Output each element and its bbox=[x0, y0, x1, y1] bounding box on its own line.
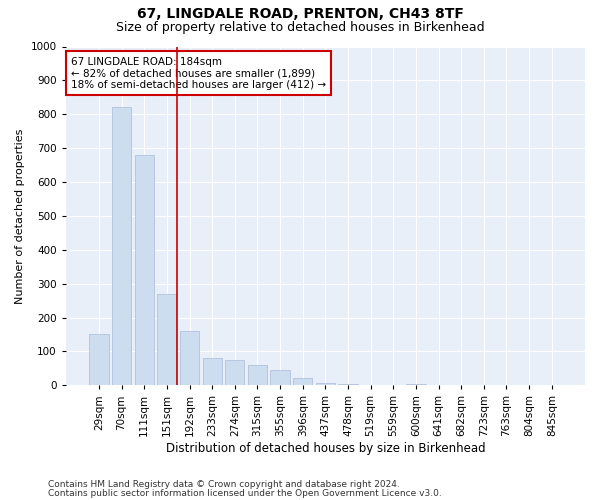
Bar bbox=[316, 382, 335, 386]
Bar bbox=[225, 360, 244, 386]
X-axis label: Distribution of detached houses by size in Birkenhead: Distribution of detached houses by size … bbox=[166, 442, 485, 455]
Text: 67, LINGDALE ROAD, PRENTON, CH43 8TF: 67, LINGDALE ROAD, PRENTON, CH43 8TF bbox=[137, 8, 463, 22]
Bar bbox=[338, 384, 358, 386]
Text: Contains HM Land Registry data © Crown copyright and database right 2024.: Contains HM Land Registry data © Crown c… bbox=[48, 480, 400, 489]
Y-axis label: Number of detached properties: Number of detached properties bbox=[15, 128, 25, 304]
Bar bbox=[203, 358, 222, 386]
Bar bbox=[293, 378, 313, 386]
Bar bbox=[271, 370, 290, 386]
Bar bbox=[112, 108, 131, 386]
Bar bbox=[406, 384, 425, 386]
Text: Contains public sector information licensed under the Open Government Licence v3: Contains public sector information licen… bbox=[48, 488, 442, 498]
Bar bbox=[248, 365, 267, 386]
Bar bbox=[89, 334, 109, 386]
Text: Size of property relative to detached houses in Birkenhead: Size of property relative to detached ho… bbox=[116, 21, 484, 34]
Bar bbox=[180, 331, 199, 386]
Bar bbox=[134, 155, 154, 386]
Text: 67 LINGDALE ROAD: 184sqm
← 82% of detached houses are smaller (1,899)
18% of sem: 67 LINGDALE ROAD: 184sqm ← 82% of detach… bbox=[71, 56, 326, 90]
Bar bbox=[157, 294, 176, 386]
